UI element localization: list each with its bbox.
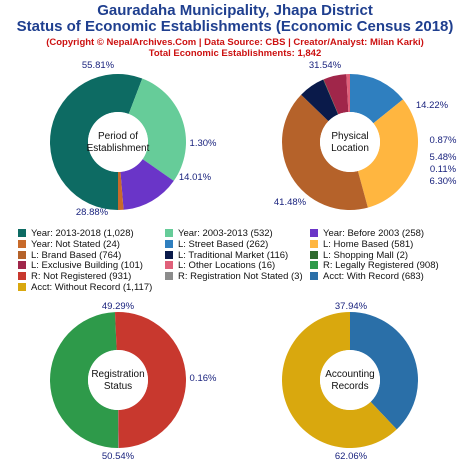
slice-percent-label: 28.88% xyxy=(76,207,109,218)
legend-swatch xyxy=(165,229,173,237)
legend-label: Year: 2003-2013 (532) xyxy=(178,228,273,239)
legend-item: L: Shopping Mall (2) xyxy=(310,250,408,261)
pie-slice xyxy=(50,74,143,210)
legend-item: R: Registration Not Stated (3) xyxy=(165,271,303,282)
donut-center-label: Accounting xyxy=(325,369,374,380)
donut-center-label: Registration xyxy=(91,369,144,380)
legend-swatch xyxy=(310,272,318,281)
legend-item: Year: Before 2003 (258) xyxy=(310,228,424,239)
legend-swatch xyxy=(18,261,26,270)
donut-hole xyxy=(88,112,148,172)
legend-item: L: Street Based (262) xyxy=(165,239,268,250)
legend-item: R: Not Registered (931) xyxy=(18,271,131,282)
legend-label: R: Registration Not Stated (3) xyxy=(178,271,303,283)
legend-swatch xyxy=(165,272,173,281)
legend-item: Acct: Without Record (1,117) xyxy=(18,282,152,293)
pie-slice xyxy=(49,312,118,448)
legend-swatch xyxy=(18,239,26,248)
slice-percent-label: 0.11% xyxy=(430,164,457,175)
legend-label: L: Traditional Market (116) xyxy=(178,249,289,261)
pie-slice xyxy=(118,171,124,210)
legend-swatch xyxy=(165,261,173,270)
donut-center-label: Location xyxy=(331,143,369,154)
pie-slice xyxy=(120,159,174,210)
legend-label: L: Shopping Mall (2) xyxy=(323,249,409,261)
donut-hole xyxy=(320,112,380,172)
pie-slice xyxy=(323,74,349,115)
slice-percent-label: 6.30% xyxy=(430,176,457,187)
legend-label: L: Brand Based (764) xyxy=(31,249,122,261)
donut-center-label: Establishment xyxy=(87,143,150,154)
credit-line: (Copyright © NepalArchives.Com | Data So… xyxy=(46,37,424,48)
legend-item: L: Other Locations (16) xyxy=(165,260,275,271)
slice-percent-label: 62.06% xyxy=(335,451,368,462)
total-line: Total Economic Establishments: 1,842 xyxy=(148,48,322,59)
slice-percent-label: 31.54% xyxy=(309,60,342,71)
legend-item: L: Home Based (581) xyxy=(310,239,413,250)
legend-item: L: Exclusive Building (101) xyxy=(18,260,143,271)
legend-swatch xyxy=(18,283,26,291)
slice-percent-label: 37.94% xyxy=(335,301,368,312)
donut-center-label: Physical xyxy=(331,131,368,142)
pie-slice xyxy=(281,312,397,448)
legend-swatch xyxy=(310,261,318,270)
pie-slice xyxy=(282,94,368,210)
legend-swatch xyxy=(310,250,318,259)
legend-swatch xyxy=(18,272,26,281)
slice-percent-label: 50.54% xyxy=(102,451,135,462)
chart-subtitle: Status of Economic Establishments (Econo… xyxy=(16,18,454,35)
donut-hole xyxy=(88,350,148,410)
pie-slice xyxy=(323,79,339,115)
legend-label: Year: 2013-2018 (1,028) xyxy=(31,228,134,239)
legend-label: L: Other Locations (16) xyxy=(178,260,276,272)
slice-percent-label: 5.48% xyxy=(430,152,457,163)
legend-label: L: Home Based (581) xyxy=(323,238,414,250)
slice-percent-label: 0.87% xyxy=(430,135,457,146)
legend-item: Year: 2003-2013 (532) xyxy=(165,228,273,239)
donut-hole xyxy=(320,350,380,410)
legend-item: R: Legally Registered (908) xyxy=(310,260,439,271)
pie-slice xyxy=(128,78,186,181)
legend-swatch xyxy=(18,229,26,237)
slice-percent-label: 1.30% xyxy=(190,138,217,149)
legend-label: Acct: With Record (683) xyxy=(323,271,424,283)
legend-swatch xyxy=(165,239,173,248)
pie-slice xyxy=(346,74,350,113)
legend-label: L: Street Based (262) xyxy=(178,238,269,250)
donut-center-label: Period of xyxy=(98,131,138,142)
legend-label: Year: Not Stated (24) xyxy=(31,238,120,250)
legend-item: Year: Not Stated (24) xyxy=(18,239,120,250)
legend-item: Acct: With Record (683) xyxy=(310,271,424,282)
pie-slice xyxy=(350,74,403,124)
pie-slice xyxy=(301,79,339,122)
legend-swatch xyxy=(310,229,318,237)
legend-label: L: Exclusive Building (101) xyxy=(31,260,143,272)
chart-title: Gauradaha Municipality, Jhapa District xyxy=(97,2,373,19)
legend-swatch xyxy=(165,250,173,259)
slice-percent-label: 49.29% xyxy=(102,301,135,312)
legend-item: L: Brand Based (764) xyxy=(18,250,121,261)
legend-label: R: Not Registered (931) xyxy=(31,271,132,283)
legend-item: Year: 2013-2018 (1,028) xyxy=(18,228,134,239)
legend-label: Acct: Without Record (1,117) xyxy=(31,282,153,293)
legend-swatch xyxy=(18,250,26,259)
donut-center-label: Status xyxy=(104,381,132,392)
slice-percent-label: 55.81% xyxy=(82,60,115,71)
slice-percent-label: 41.48% xyxy=(274,197,307,208)
legend-label: R: Legally Registered (908) xyxy=(323,260,439,272)
pie-slice xyxy=(118,409,119,448)
legend-swatch xyxy=(310,239,318,248)
slice-percent-label: 0.16% xyxy=(190,373,217,384)
legend-label: Year: Before 2003 (258) xyxy=(323,228,425,239)
slice-percent-label: 14.01% xyxy=(179,172,212,183)
donut-center-label: Records xyxy=(331,381,368,392)
pie-slice xyxy=(114,312,186,448)
pie-slice xyxy=(350,312,418,430)
slice-percent-label: 14.22% xyxy=(416,100,449,111)
legend-item: L: Traditional Market (116) xyxy=(165,250,288,261)
pie-slice xyxy=(357,99,419,208)
